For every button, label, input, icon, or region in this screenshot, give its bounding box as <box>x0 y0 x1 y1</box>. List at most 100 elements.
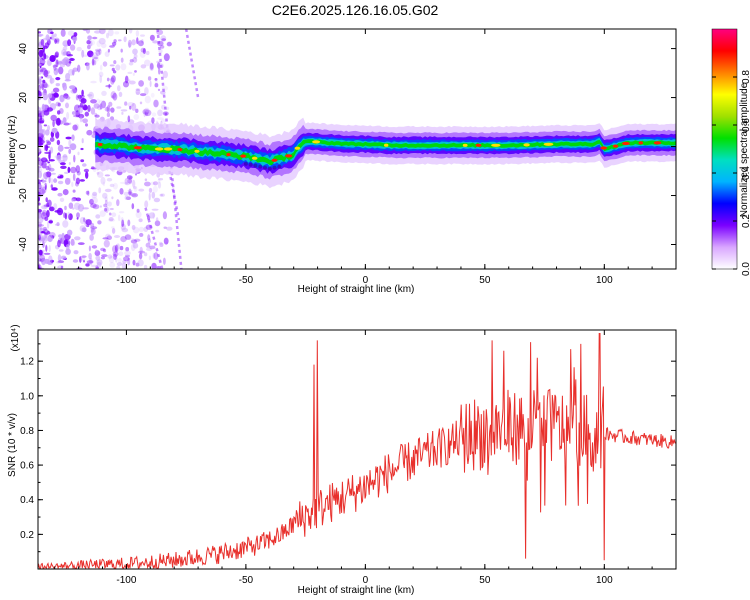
noise-dot <box>106 177 113 182</box>
noise-dot <box>104 200 108 205</box>
noise-dot <box>157 62 161 69</box>
noise-dot <box>85 171 89 179</box>
noise-dot <box>85 263 90 267</box>
noise-dot <box>107 201 112 207</box>
noise-dot <box>42 226 47 231</box>
x-tick-label: -50 <box>239 575 254 586</box>
noise-dot <box>77 242 85 246</box>
noise-dot <box>38 31 41 34</box>
noise-dot <box>48 167 55 172</box>
ridge-hotspot <box>622 141 630 146</box>
noise-dot <box>111 227 116 234</box>
ridge-hotspot <box>97 142 103 147</box>
noise-dot <box>86 260 94 264</box>
noise-dot <box>135 108 139 114</box>
noise-dot <box>146 247 152 251</box>
noise-dot <box>38 202 41 206</box>
noise-dot <box>111 212 117 217</box>
noise-dot <box>71 182 74 187</box>
y-tick-label: 20 <box>18 92 29 104</box>
ridge-hotspot <box>523 143 530 147</box>
noise-dot <box>112 245 118 253</box>
noise-dot <box>85 190 90 195</box>
noise-dot <box>47 93 53 99</box>
ridge-hotspot <box>475 143 482 147</box>
noise-dot <box>70 89 78 94</box>
noise-dot <box>109 183 115 188</box>
ridge-band <box>95 139 676 165</box>
y-tick-label: -40 <box>18 237 29 252</box>
noise-dot <box>68 148 72 155</box>
noise-dot <box>83 168 89 173</box>
noise-dot <box>54 33 57 37</box>
noise-dot <box>104 188 112 193</box>
noise-dot <box>106 32 109 39</box>
noise-dot <box>107 29 114 37</box>
noise-dot <box>142 48 146 54</box>
noise-dot <box>65 248 71 255</box>
noise-dot <box>76 46 82 52</box>
noise-dot <box>138 226 145 233</box>
noise-dot <box>124 178 129 185</box>
colorbar-gradient <box>711 28 738 270</box>
noise-dot <box>39 60 46 64</box>
noise-dot <box>116 262 123 266</box>
noise-dot <box>157 181 162 189</box>
noise-dot <box>125 247 130 252</box>
noise-dot <box>96 171 100 175</box>
noise-dot <box>58 249 64 252</box>
ridge-hotspot <box>653 141 662 145</box>
noise-dot <box>158 178 164 181</box>
noise-dot <box>65 244 70 251</box>
noise-dot <box>75 165 81 174</box>
noise-dot <box>127 219 131 227</box>
noise-dot <box>111 226 115 229</box>
noise-dot <box>50 177 54 185</box>
noise-dot <box>110 91 117 99</box>
noise-dot <box>56 139 61 146</box>
noise-dot <box>57 176 62 179</box>
noise-dot <box>73 241 76 246</box>
noise-dot <box>76 217 79 220</box>
noise-dot <box>117 258 122 263</box>
noise-dot <box>120 217 124 225</box>
noise-dot <box>162 111 169 116</box>
noise-dot <box>84 111 90 117</box>
noise-dot <box>161 104 166 110</box>
noise-dot <box>48 175 51 184</box>
noise-dot <box>53 64 57 71</box>
noise-dot <box>57 260 65 264</box>
noise-dot <box>140 93 147 97</box>
noise-dot <box>46 202 50 208</box>
noise-dot <box>70 44 76 51</box>
x-tick-label: -50 <box>239 275 254 286</box>
ridge-hotspot <box>240 154 247 158</box>
noise-dot <box>107 207 111 212</box>
noise-dot <box>156 266 161 269</box>
noise-dot <box>113 60 117 65</box>
noise-dot <box>72 207 75 210</box>
noise-dot <box>75 94 79 101</box>
noise-dot <box>145 224 153 230</box>
noise-dot <box>166 41 172 47</box>
ridge-hotspot <box>263 165 268 170</box>
noise-dot <box>121 219 125 227</box>
noise-dot <box>63 44 68 47</box>
noise-dot <box>138 218 143 223</box>
noise-dot <box>81 138 84 144</box>
noise-dot <box>41 82 45 91</box>
noise-dot <box>116 244 121 252</box>
noise-dot <box>67 39 72 47</box>
noise-dot <box>111 41 117 47</box>
noise-dot <box>87 44 91 50</box>
noise-dot <box>124 181 131 186</box>
noise-dot <box>88 252 92 260</box>
noise-dot <box>68 202 74 209</box>
noise-dot <box>51 33 55 41</box>
noise-dot <box>158 67 161 75</box>
noise-dot <box>93 103 100 109</box>
noise-dot <box>147 76 152 81</box>
noise-dot <box>54 210 62 213</box>
noise-dot <box>154 83 159 88</box>
noise-dot <box>112 92 118 101</box>
